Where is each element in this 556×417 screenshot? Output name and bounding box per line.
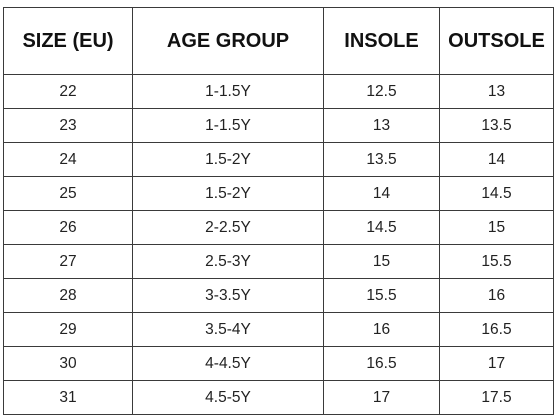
cell-size: 26 bbox=[3, 210, 133, 245]
cell-size: 22 bbox=[3, 74, 133, 109]
table-row: 24 1.5-2Y 13.5 14 bbox=[3, 142, 554, 177]
header-insole: INSOLE bbox=[323, 7, 440, 75]
table-row: 25 1.5-2Y 14 14.5 bbox=[3, 176, 554, 211]
size-chart-table: SIZE (EU) AGE GROUP INSOLE OUTSOLE 22 1-… bbox=[3, 7, 554, 415]
cell-insole: 14 bbox=[323, 176, 440, 211]
table-row: 23 1-1.5Y 13 13.5 bbox=[3, 108, 554, 143]
cell-outsole: 16 bbox=[439, 278, 554, 313]
cell-insole: 13.5 bbox=[323, 142, 440, 177]
cell-age-group: 1-1.5Y bbox=[132, 74, 324, 109]
table-header-row: SIZE (EU) AGE GROUP INSOLE OUTSOLE bbox=[3, 7, 554, 75]
cell-age-group: 1-1.5Y bbox=[132, 108, 324, 143]
cell-age-group: 3-3.5Y bbox=[132, 278, 324, 313]
cell-age-group: 4.5-5Y bbox=[132, 380, 324, 415]
cell-insole: 12.5 bbox=[323, 74, 440, 109]
cell-outsole: 13 bbox=[439, 74, 554, 109]
cell-size: 25 bbox=[3, 176, 133, 211]
table-row: 29 3.5-4Y 16 16.5 bbox=[3, 312, 554, 347]
cell-insole: 15 bbox=[323, 244, 440, 279]
header-outsole: OUTSOLE bbox=[439, 7, 554, 75]
cell-size: 23 bbox=[3, 108, 133, 143]
cell-outsole: 14.5 bbox=[439, 176, 554, 211]
table-row: 22 1-1.5Y 12.5 13 bbox=[3, 74, 554, 109]
cell-size: 30 bbox=[3, 346, 133, 381]
cell-outsole: 15.5 bbox=[439, 244, 554, 279]
table-row: 30 4-4.5Y 16.5 17 bbox=[3, 346, 554, 381]
cell-size: 24 bbox=[3, 142, 133, 177]
cell-outsole: 16.5 bbox=[439, 312, 554, 347]
table-row: 28 3-3.5Y 15.5 16 bbox=[3, 278, 554, 313]
header-age-group: AGE GROUP bbox=[132, 7, 324, 75]
cell-size: 29 bbox=[3, 312, 133, 347]
cell-outsole: 17 bbox=[439, 346, 554, 381]
table-row: 31 4.5-5Y 17 17.5 bbox=[3, 380, 554, 415]
cell-age-group: 2.5-3Y bbox=[132, 244, 324, 279]
table-row: 27 2.5-3Y 15 15.5 bbox=[3, 244, 554, 279]
cell-age-group: 1.5-2Y bbox=[132, 176, 324, 211]
cell-outsole: 13.5 bbox=[439, 108, 554, 143]
cell-insole: 14.5 bbox=[323, 210, 440, 245]
cell-insole: 15.5 bbox=[323, 278, 440, 313]
cell-outsole: 14 bbox=[439, 142, 554, 177]
cell-size: 31 bbox=[3, 380, 133, 415]
cell-size: 27 bbox=[3, 244, 133, 279]
cell-age-group: 2-2.5Y bbox=[132, 210, 324, 245]
cell-age-group: 3.5-4Y bbox=[132, 312, 324, 347]
cell-age-group: 4-4.5Y bbox=[132, 346, 324, 381]
cell-outsole: 15 bbox=[439, 210, 554, 245]
table-row: 26 2-2.5Y 14.5 15 bbox=[3, 210, 554, 245]
cell-insole: 16.5 bbox=[323, 346, 440, 381]
cell-insole: 16 bbox=[323, 312, 440, 347]
cell-insole: 13 bbox=[323, 108, 440, 143]
header-size-eu: SIZE (EU) bbox=[3, 7, 133, 75]
cell-age-group: 1.5-2Y bbox=[132, 142, 324, 177]
cell-outsole: 17.5 bbox=[439, 380, 554, 415]
cell-insole: 17 bbox=[323, 380, 440, 415]
cell-size: 28 bbox=[3, 278, 133, 313]
